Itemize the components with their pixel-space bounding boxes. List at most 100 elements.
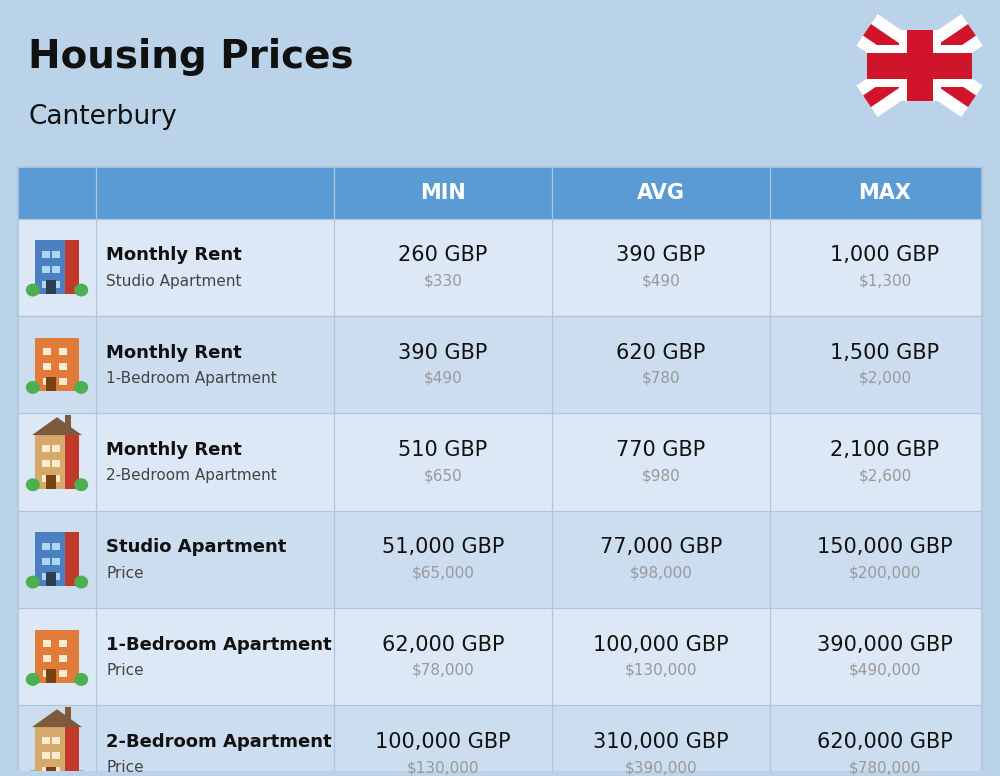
Bar xyxy=(59,378,67,385)
Text: 390,000 GBP: 390,000 GBP xyxy=(817,635,953,655)
Bar xyxy=(42,573,50,580)
Text: 770 GBP: 770 GBP xyxy=(616,440,706,460)
Bar xyxy=(59,640,67,647)
Text: $65,000: $65,000 xyxy=(412,566,474,580)
Bar xyxy=(46,767,56,776)
Bar xyxy=(43,378,51,385)
Bar xyxy=(35,532,79,586)
Bar xyxy=(35,338,79,391)
Bar xyxy=(52,737,60,744)
Bar xyxy=(43,348,51,355)
Text: 1-Bedroom Apartment: 1-Bedroom Apartment xyxy=(106,636,332,653)
Text: Monthly Rent: Monthly Rent xyxy=(106,246,242,265)
Ellipse shape xyxy=(74,283,88,296)
Bar xyxy=(43,655,51,662)
Ellipse shape xyxy=(26,478,40,491)
Ellipse shape xyxy=(74,478,88,491)
Text: $390,000: $390,000 xyxy=(625,760,697,775)
Text: $130,000: $130,000 xyxy=(625,663,697,678)
Bar xyxy=(18,511,982,608)
Text: 62,000 GBP: 62,000 GBP xyxy=(382,635,504,655)
Bar xyxy=(42,460,50,467)
Text: 390 GBP: 390 GBP xyxy=(398,343,488,362)
Bar xyxy=(52,251,60,258)
Bar xyxy=(18,705,982,776)
Bar xyxy=(18,167,982,776)
Bar xyxy=(59,655,67,662)
Text: 1,000 GBP: 1,000 GBP xyxy=(830,245,940,265)
Bar xyxy=(59,363,67,370)
Bar xyxy=(65,532,79,586)
Bar xyxy=(18,316,982,413)
Text: Canterbury: Canterbury xyxy=(28,104,177,130)
Ellipse shape xyxy=(74,576,88,588)
Text: Studio Apartment: Studio Apartment xyxy=(106,539,286,556)
Bar xyxy=(59,348,67,355)
Text: AVG: AVG xyxy=(637,182,685,203)
Text: $200,000: $200,000 xyxy=(849,566,921,580)
Bar xyxy=(42,767,50,774)
Bar xyxy=(35,727,79,776)
Bar xyxy=(18,167,982,219)
Bar xyxy=(35,241,79,294)
Bar xyxy=(43,363,51,370)
Text: 1-Bedroom Apartment: 1-Bedroom Apartment xyxy=(106,371,277,386)
Bar xyxy=(52,767,60,774)
Text: 1,500 GBP: 1,500 GBP xyxy=(830,343,940,362)
Text: $330: $330 xyxy=(424,274,462,289)
Bar xyxy=(42,281,50,288)
Bar xyxy=(42,476,50,482)
Bar xyxy=(18,219,982,316)
Bar xyxy=(65,435,79,489)
Bar xyxy=(46,670,56,684)
Bar xyxy=(42,251,50,258)
Text: Price: Price xyxy=(106,566,144,580)
Bar xyxy=(52,542,60,549)
Text: 100,000 GBP: 100,000 GBP xyxy=(375,732,511,752)
Text: $2,600: $2,600 xyxy=(858,468,912,483)
Text: 150,000 GBP: 150,000 GBP xyxy=(817,537,953,557)
Text: $780: $780 xyxy=(642,371,680,386)
Text: 620 GBP: 620 GBP xyxy=(616,343,706,362)
Text: $980: $980 xyxy=(642,468,680,483)
Ellipse shape xyxy=(74,673,88,686)
Text: 260 GBP: 260 GBP xyxy=(398,245,488,265)
Bar xyxy=(42,445,50,452)
Bar xyxy=(52,265,60,272)
Bar xyxy=(52,281,60,288)
Text: $130,000: $130,000 xyxy=(407,760,479,775)
Bar xyxy=(42,558,50,565)
Ellipse shape xyxy=(74,771,88,776)
Text: $1,300: $1,300 xyxy=(858,274,912,289)
Bar xyxy=(52,476,60,482)
Text: 2-Bedroom Apartment: 2-Bedroom Apartment xyxy=(106,733,332,751)
Bar xyxy=(46,572,56,586)
Text: Housing Prices: Housing Prices xyxy=(28,38,354,76)
Text: 390 GBP: 390 GBP xyxy=(616,245,706,265)
Bar xyxy=(65,707,71,719)
Text: $780,000: $780,000 xyxy=(849,760,921,775)
Ellipse shape xyxy=(26,381,40,394)
Text: $98,000: $98,000 xyxy=(630,566,692,580)
Bar xyxy=(46,377,56,391)
Bar xyxy=(867,29,972,102)
Text: 310,000 GBP: 310,000 GBP xyxy=(593,732,729,752)
Text: 2-Bedroom Apartment: 2-Bedroom Apartment xyxy=(106,468,277,483)
Bar xyxy=(42,753,50,759)
Text: 2,100 GBP: 2,100 GBP xyxy=(830,440,940,460)
Text: 77,000 GBP: 77,000 GBP xyxy=(600,537,722,557)
Bar xyxy=(52,445,60,452)
Ellipse shape xyxy=(74,381,88,394)
Bar xyxy=(65,727,79,776)
Bar xyxy=(18,413,982,511)
Text: 51,000 GBP: 51,000 GBP xyxy=(382,537,504,557)
Ellipse shape xyxy=(26,576,40,588)
Text: $2,000: $2,000 xyxy=(858,371,912,386)
Text: 620,000 GBP: 620,000 GBP xyxy=(817,732,953,752)
Bar xyxy=(52,753,60,759)
Bar xyxy=(35,630,79,684)
Polygon shape xyxy=(32,417,82,435)
Polygon shape xyxy=(32,709,82,727)
Ellipse shape xyxy=(26,283,40,296)
Ellipse shape xyxy=(26,673,40,686)
